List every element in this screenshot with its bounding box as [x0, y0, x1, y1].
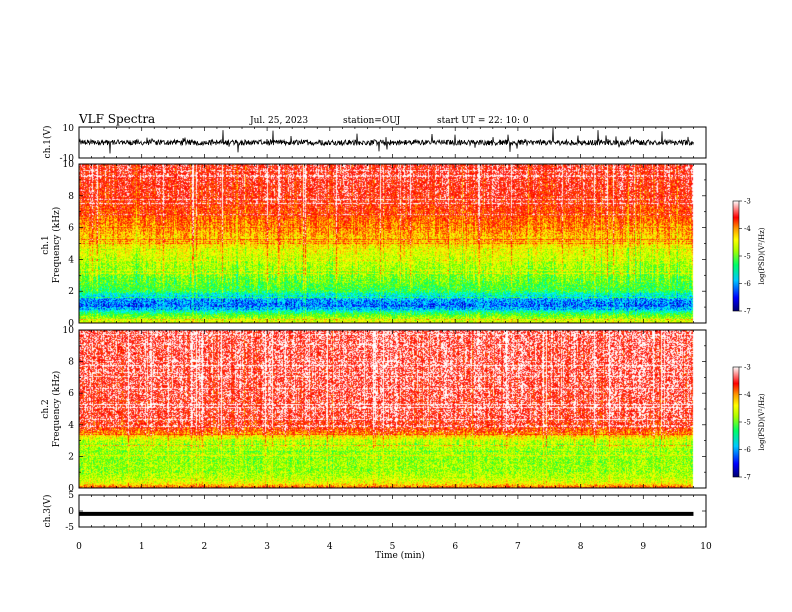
frequency-tick-label: 6 — [68, 389, 74, 399]
time-tick-label: 6 — [452, 542, 458, 552]
ch2-spectrogram-yticks: 0 2 4 6 8 10 — [63, 326, 706, 494]
ch1-spectrogram-ylabel-frequency: Frequency (kHz) — [51, 207, 62, 284]
ch3-waveform-frame — [78, 494, 707, 528]
ch1-spectrogram-image — [79, 164, 706, 323]
colorbar-tick-label: -6 — [744, 446, 751, 454]
ch1-spectrogram-image-wrap — [79, 164, 706, 323]
date-label: Jul. 25, 2023 — [249, 116, 308, 126]
time-tick-label: 8 — [578, 542, 584, 552]
ch1-waveform-trace — [78, 127, 694, 154]
time-axis-label: Time (min) — [375, 550, 425, 561]
ch3-ytick-label: -5 — [65, 523, 74, 533]
time-axis-ticks — [78, 127, 707, 527]
ch3-waveform-ylabel: ch.3(V) — [42, 495, 53, 528]
ch1-waveform-ylabel: ch.1(V) — [42, 126, 53, 159]
ch1-colorbar-ticks: -3 -4 -5 -6 -7 — [739, 198, 751, 316]
time-tick-label: 1 — [139, 542, 145, 552]
frequency-tick-label: 6 — [68, 224, 74, 234]
ch1-colorbar — [732, 200, 740, 312]
start-time-label: start UT = 22: 10: 0 — [437, 116, 529, 126]
colorbar-tick-label: -3 — [744, 364, 751, 372]
station-label: station=OUJ — [343, 116, 401, 126]
colorbar-tick-label: -4 — [744, 225, 751, 233]
frequency-tick-label: 2 — [68, 452, 74, 462]
ch2-spectrogram-image — [79, 330, 706, 488]
colorbar-tick-label: -6 — [744, 280, 751, 288]
colorbar-tick-label: -5 — [744, 419, 751, 427]
frequency-tick-label: 8 — [68, 192, 74, 202]
colorbar-tick-label: -4 — [744, 391, 751, 399]
ch2-colorbar — [732, 366, 740, 478]
time-tick-label: 7 — [515, 542, 521, 552]
time-tick-label: 4 — [327, 542, 333, 552]
colorbar-tick-label: -3 — [744, 198, 751, 206]
time-tick-label: 10 — [700, 542, 712, 552]
frequency-tick-label: 4 — [68, 255, 74, 265]
frequency-tick-label: 2 — [68, 287, 74, 297]
colorbar-tick-label: -7 — [744, 308, 751, 316]
ch2-spectrogram-ylabel-frequency: Frequency (kHz) — [51, 371, 62, 448]
figure-title: VLF Spectra — [78, 112, 155, 126]
ch3-ytick-label: 5 — [68, 491, 74, 501]
ch3-ytick-label: 0 — [68, 507, 74, 517]
time-tick-label: 2 — [202, 542, 208, 552]
ch1-colorbar-label: log(PSD)(V²/Hz) — [758, 227, 766, 284]
ch2-spectrogram-image-wrap — [79, 330, 706, 488]
ch2-colorbar-label: log(PSD)(V²/Hz) — [758, 393, 766, 450]
frequency-tick-label: 8 — [68, 358, 74, 368]
frequency-tick-label: 0 — [68, 319, 74, 329]
ch2-colorbar-ticks: -3 -4 -5 -6 -7 — [739, 364, 751, 482]
time-tick-label: 9 — [640, 542, 646, 552]
ch3-waveform-yticks: 5 0 -5 — [65, 491, 706, 533]
ch1-ytick-bottom: -10 — [60, 154, 75, 164]
frequency-tick-label: 4 — [68, 421, 74, 431]
time-tick-label: 3 — [264, 542, 270, 552]
ch2-spectrogram-ylabel-channel: ch.2 — [41, 399, 51, 418]
colorbar-tick-label: -7 — [744, 474, 751, 482]
colorbar-tick-label: -5 — [744, 253, 751, 261]
time-axis-tick-labels: 0 1 2 3 4 5 6 7 8 9 10 — [76, 542, 712, 552]
ch1-spectrogram-yticks: 0 2 4 6 8 10 — [63, 160, 706, 329]
frequency-tick-label: 10 — [63, 160, 75, 170]
ch1-ytick-top: 10 — [63, 124, 75, 134]
time-tick-label: 5 — [390, 542, 396, 552]
ch1-spectrogram-ylabel-channel: ch.1 — [41, 235, 51, 254]
frequency-tick-label: 10 — [63, 326, 75, 336]
frequency-tick-label: 0 — [68, 484, 74, 494]
time-tick-label: 0 — [76, 542, 82, 552]
